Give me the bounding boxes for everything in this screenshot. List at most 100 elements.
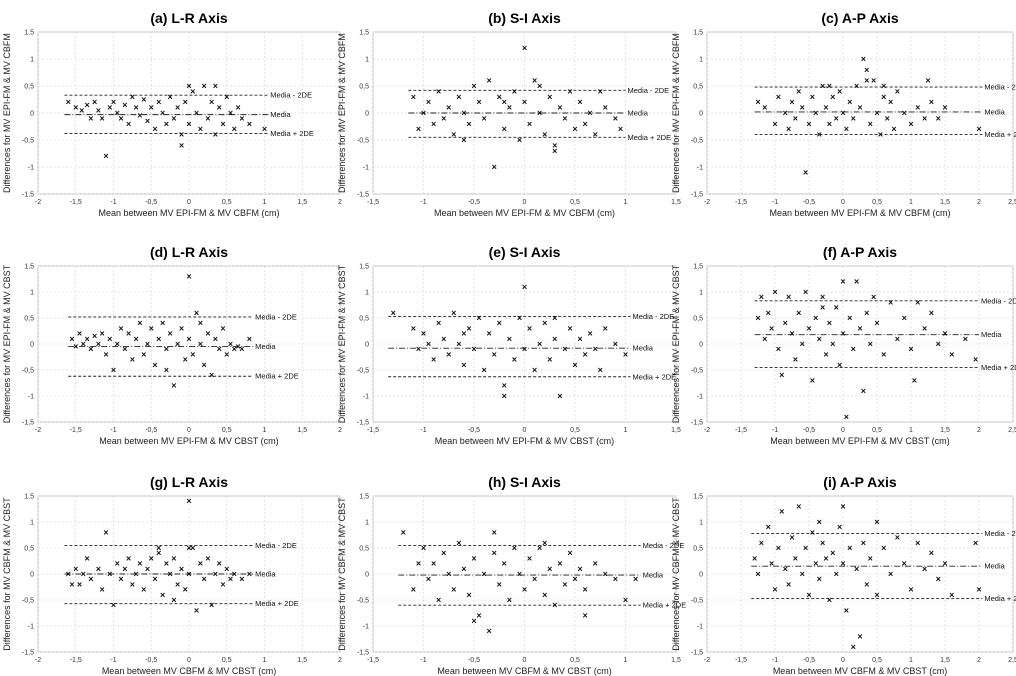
x-tick-label: 0,5 bbox=[570, 657, 580, 664]
reference-line-label: Media - 2DE bbox=[255, 312, 297, 321]
data-point: × bbox=[796, 86, 801, 96]
data-point: × bbox=[864, 76, 869, 86]
data-point: × bbox=[247, 119, 252, 129]
y-tick-label: 1 bbox=[30, 520, 34, 527]
data-point: × bbox=[922, 113, 927, 123]
data-point: × bbox=[752, 553, 757, 563]
data-point: × bbox=[194, 605, 199, 615]
x-tick-label: -2 bbox=[35, 199, 41, 206]
y-tick-label: -1 bbox=[28, 165, 34, 172]
data-point: × bbox=[552, 146, 557, 156]
reference-line-label: Media + 2DE bbox=[984, 594, 1016, 603]
data-point: × bbox=[239, 344, 244, 354]
x-tick-label: 1 bbox=[624, 657, 628, 664]
data-point: × bbox=[502, 559, 507, 569]
data-point: × bbox=[547, 92, 552, 102]
data-point: × bbox=[776, 344, 781, 354]
data-point: × bbox=[103, 349, 108, 359]
data-point: × bbox=[527, 119, 532, 129]
data-point: × bbox=[789, 533, 794, 543]
data-point: × bbox=[813, 559, 818, 569]
reference-line-label: Media bbox=[628, 109, 649, 118]
data-point: × bbox=[152, 574, 157, 584]
y-axis-label: Differences for MV EPI-FM & MV CBFM bbox=[671, 33, 681, 193]
x-tick-label: 0,5 bbox=[570, 427, 580, 434]
data-point: × bbox=[205, 329, 210, 339]
data-point: × bbox=[562, 344, 567, 354]
data-point: × bbox=[209, 600, 214, 610]
data-point: × bbox=[577, 97, 582, 107]
data-point: × bbox=[572, 574, 577, 584]
data-point: × bbox=[502, 124, 507, 134]
data-point: × bbox=[220, 323, 225, 333]
data-point: × bbox=[122, 344, 127, 354]
data-point: × bbox=[471, 616, 476, 626]
data-point: × bbox=[577, 564, 582, 574]
y-axis-label: Differences for MV CBFM & MV CBST bbox=[2, 497, 12, 651]
x-tick-label: 1 bbox=[263, 657, 267, 664]
chart-panel-8: (h) S-I Axis -1,5 -1 -0,5 0 0,5 1 1,5 -1,5 -1 -0,5… bbox=[337, 474, 686, 676]
y-tick-label: 0,5 bbox=[359, 84, 369, 91]
data-point: × bbox=[436, 595, 441, 605]
y-tick-label: -1 bbox=[363, 394, 369, 401]
data-point: × bbox=[942, 103, 947, 113]
data-point: × bbox=[115, 559, 120, 569]
data-point: × bbox=[156, 334, 161, 344]
data-point: × bbox=[844, 124, 849, 134]
y-tick-label: -1,5 bbox=[357, 192, 369, 199]
x-tick-label: 0,5 bbox=[222, 427, 232, 434]
data-point: × bbox=[115, 339, 120, 349]
data-point: × bbox=[963, 334, 968, 344]
data-point: × bbox=[840, 501, 845, 511]
chart-title: (b) S-I Axis bbox=[488, 10, 561, 26]
data-point: × bbox=[834, 303, 839, 313]
data-point: × bbox=[793, 113, 798, 123]
data-point: × bbox=[783, 108, 788, 118]
x-tick-label: 2,5 bbox=[1008, 427, 1016, 434]
data-point: × bbox=[840, 108, 845, 118]
data-point: × bbox=[878, 130, 883, 140]
data-point: × bbox=[769, 559, 774, 569]
data-point: × bbox=[92, 97, 97, 107]
x-tick-label: 1 bbox=[909, 657, 913, 664]
data-point: × bbox=[487, 329, 492, 339]
data-point: × bbox=[766, 308, 771, 318]
data-point: × bbox=[179, 130, 184, 140]
data-point: × bbox=[522, 585, 527, 595]
data-point: × bbox=[973, 355, 978, 365]
data-point: × bbox=[827, 81, 832, 91]
data-point: × bbox=[235, 103, 240, 113]
data-point: × bbox=[796, 501, 801, 511]
data-point: × bbox=[936, 339, 941, 349]
data-point: × bbox=[247, 334, 252, 344]
data-point: × bbox=[929, 308, 934, 318]
x-axis-label: Mean between MV CBFM & MV CBST (cm) bbox=[437, 666, 611, 676]
x-tick-label: -2 bbox=[704, 427, 710, 434]
data-point: × bbox=[582, 611, 587, 621]
data-point: × bbox=[908, 344, 913, 354]
reference-line-label: Media bbox=[255, 570, 276, 579]
data-point: × bbox=[762, 334, 767, 344]
data-point: × bbox=[582, 119, 587, 129]
y-tick-label: 1,5 bbox=[359, 494, 369, 501]
x-tick-label: -0,5 bbox=[145, 657, 157, 664]
chart-title: (e) S-I Axis bbox=[489, 244, 561, 260]
data-point: × bbox=[77, 579, 82, 589]
data-point: × bbox=[793, 553, 798, 563]
data-point: × bbox=[126, 329, 131, 339]
data-point: × bbox=[391, 308, 396, 318]
data-point: × bbox=[577, 334, 582, 344]
data-point: × bbox=[471, 344, 476, 354]
data-point: × bbox=[247, 569, 252, 579]
data-point: × bbox=[183, 355, 188, 365]
data-point: × bbox=[79, 105, 84, 115]
data-point: × bbox=[130, 92, 135, 102]
data-point: × bbox=[827, 318, 832, 328]
data-point: × bbox=[755, 313, 760, 323]
x-tick-label: 0,5 bbox=[872, 427, 882, 434]
data-point: × bbox=[936, 574, 941, 584]
data-point: × bbox=[446, 103, 451, 113]
data-point: × bbox=[224, 349, 229, 359]
data-point: × bbox=[512, 86, 517, 96]
data-point: × bbox=[461, 564, 466, 574]
